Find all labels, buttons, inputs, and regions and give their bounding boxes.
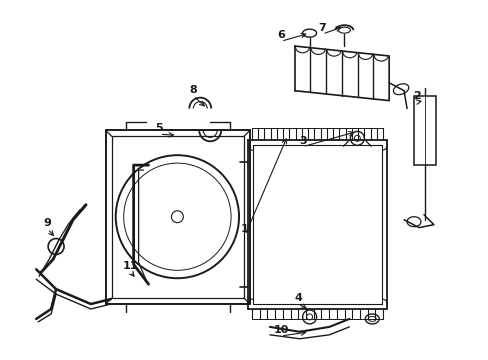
Text: 1: 1 [241,224,248,234]
Text: 5: 5 [155,123,163,133]
Text: 6: 6 [277,30,285,40]
Text: 9: 9 [43,218,51,228]
Text: 10: 10 [273,325,288,335]
Text: 11: 11 [122,261,138,271]
Text: 8: 8 [189,85,197,95]
Text: 7: 7 [318,23,325,33]
Text: 2: 2 [412,91,420,101]
Text: 4: 4 [293,293,301,303]
Text: 3: 3 [299,136,306,146]
